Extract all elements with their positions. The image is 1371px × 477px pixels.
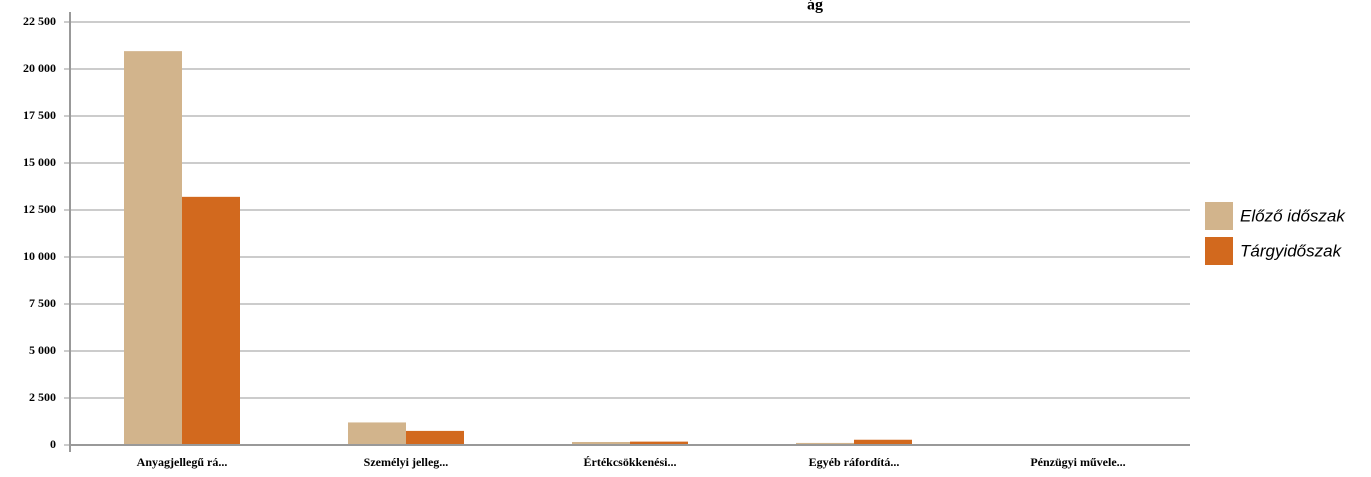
legend: Előző időszak Tárgyidőszak xyxy=(1205,202,1346,265)
y-tick-label: 17 500 xyxy=(23,108,56,122)
x-category-label: Személyi jelleg... xyxy=(364,455,449,469)
chart-title: ág xyxy=(807,0,823,14)
bar-targyidoszak xyxy=(854,439,912,445)
bar-elozo-idoszak xyxy=(796,442,854,445)
y-tick-label: 5 000 xyxy=(29,343,56,357)
y-tick-label: 15 000 xyxy=(23,155,56,169)
y-tick-labels: 0 2 500 5 000 7 500 10 000 12 500 15 000 17 500… xyxy=(23,14,56,451)
bar-targyidoszak xyxy=(182,196,240,445)
legend-label: Előző időszak xyxy=(1240,206,1346,225)
bar-targyidoszak xyxy=(406,430,464,445)
bar-targyidoszak xyxy=(630,441,688,445)
x-category-label: Egyéb ráfordítá... xyxy=(809,455,900,469)
y-tick-label: 2 500 xyxy=(29,390,56,404)
y-tick-label: 7 500 xyxy=(29,296,56,310)
x-category-labels: Anyagjellegű rá... Személyi jelleg... Érté… xyxy=(137,455,1126,469)
gridlines xyxy=(64,21,1190,446)
bar-elozo-idoszak xyxy=(572,441,630,445)
axes xyxy=(69,12,1190,452)
x-category-label: Pénzügyi művele... xyxy=(1030,455,1125,469)
legend-label: Tárgyidőszak xyxy=(1240,241,1343,260)
y-tick-label: 12 500 xyxy=(23,202,56,216)
y-tick-label: 0 xyxy=(50,437,56,451)
bars xyxy=(124,51,912,445)
bar-elozo-idoszak xyxy=(348,422,406,445)
bar-elozo-idoszak xyxy=(124,51,182,445)
x-category-label: Értékcsökkenési... xyxy=(584,455,677,469)
legend-swatch xyxy=(1205,202,1233,230)
y-tick-label: 10 000 xyxy=(23,249,56,263)
x-category-label: Anyagjellegű rá... xyxy=(137,455,228,469)
y-tick-label: 22 500 xyxy=(23,14,56,28)
y-tick-label: 20 000 xyxy=(23,61,56,75)
legend-swatch xyxy=(1205,237,1233,265)
